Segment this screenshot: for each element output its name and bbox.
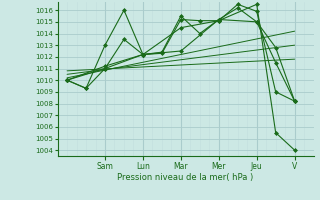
- X-axis label: Pression niveau de la mer( hPa ): Pression niveau de la mer( hPa ): [117, 173, 254, 182]
